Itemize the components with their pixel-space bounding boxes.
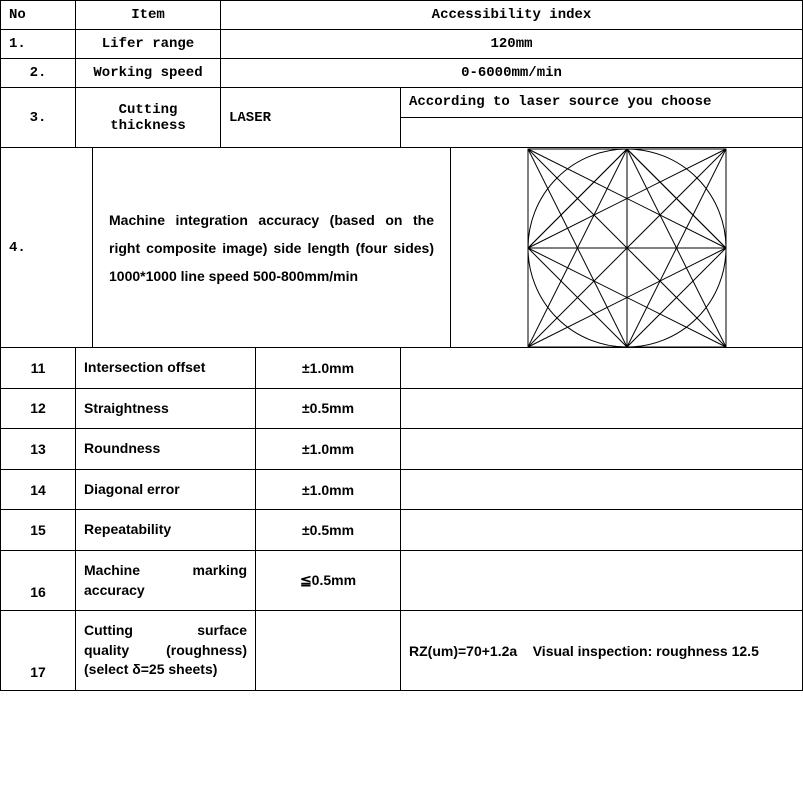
r1-item: Lifer range	[76, 30, 221, 58]
r16-rest	[401, 551, 802, 610]
r14-val: ±1.0mm	[256, 470, 401, 510]
r16-item-l2: marking	[193, 561, 247, 581]
r2-item: Working speed	[76, 59, 221, 87]
r11-item: Intersection offset	[76, 348, 256, 388]
r17-no: 17	[1, 611, 76, 690]
r17-val-empty	[256, 611, 401, 690]
r13-val: ±1.0mm	[256, 429, 401, 469]
row-15: 15 Repeatability ±0.5mm	[1, 510, 802, 551]
r3-item: Cutting thickness	[76, 88, 221, 147]
row-1: 1. Lifer range 120mm	[1, 30, 802, 59]
r15-val: ±0.5mm	[256, 510, 401, 550]
r15-item: Repeatability	[76, 510, 256, 550]
header-no: No	[1, 1, 76, 29]
r4-no: 4.	[1, 148, 93, 347]
r3-mid: LASER	[221, 88, 401, 147]
r17-item-l1: Cutting	[84, 621, 133, 641]
r15-rest	[401, 510, 802, 550]
r16-item-l3: accuracy	[84, 581, 247, 601]
r4-left: Machine integration accuracy (based on t…	[93, 148, 451, 347]
r12-item: Straightness	[76, 389, 256, 429]
r3-right: According to laser source you choose	[401, 88, 802, 147]
r11-val: ±1.0mm	[256, 348, 401, 388]
row-14: 14 Diagonal error ±1.0mm	[1, 470, 802, 511]
r17-item-l4: (roughness)	[166, 641, 247, 661]
r1-no: 1.	[1, 30, 76, 58]
r17-item: Cutting surface quality (roughness) (sel…	[76, 611, 256, 690]
r4-desc: Machine integration accuracy (based on t…	[109, 206, 434, 290]
row-11: 11 Intersection offset ±1.0mm	[1, 348, 802, 389]
r14-item: Diagonal error	[76, 470, 256, 510]
r16-item: Machine marking accuracy	[76, 551, 256, 610]
row-16: 16 Machine marking accuracy ≦0.5mm	[1, 551, 802, 611]
r16-val: ≦0.5mm	[256, 551, 401, 610]
header-item: Item	[76, 1, 221, 29]
r2-no: 2.	[1, 59, 76, 87]
r13-no: 13	[1, 429, 76, 469]
header-index: Accessibility index	[221, 1, 802, 29]
r13-item: Roundness	[76, 429, 256, 469]
row-13: 13 Roundness ±1.0mm	[1, 429, 802, 470]
r14-no: 14	[1, 470, 76, 510]
spec-table: No Item Accessibility index 1. Lifer ran…	[0, 0, 803, 691]
r12-rest	[401, 389, 802, 429]
header-row: No Item Accessibility index	[1, 1, 802, 30]
row-12: 12 Straightness ±0.5mm	[1, 389, 802, 430]
r3-no: 3.	[1, 88, 76, 147]
r3-right-empty	[401, 118, 802, 147]
r15-no: 15	[1, 510, 76, 550]
r16-no: 16	[1, 551, 76, 610]
r17-item-l5: (select δ=25 sheets)	[84, 660, 247, 680]
r11-no: 11	[1, 348, 76, 388]
row-17: 17 Cutting surface quality (roughness) (…	[1, 611, 802, 690]
r16-item-l1: Machine	[84, 561, 140, 581]
row-4: 4. Machine integration accuracy (based o…	[1, 148, 802, 348]
r3-item-l1: Cutting	[119, 102, 178, 118]
r4-diagram-cell	[451, 148, 802, 347]
r14-rest	[401, 470, 802, 510]
r17-item-l3: quality	[84, 641, 129, 661]
r17-item-l2: surface	[197, 621, 247, 641]
row-3: 3. Cutting thickness LASER According to …	[1, 88, 802, 148]
r13-rest	[401, 429, 802, 469]
composite-diagram-icon	[527, 148, 727, 348]
r17-right: RZ(um)=70+1.2a Visual inspection: roughn…	[401, 611, 802, 690]
r3-item-l2: thickness	[110, 118, 186, 134]
r11-rest	[401, 348, 802, 388]
r12-no: 12	[1, 389, 76, 429]
r12-val: ±0.5mm	[256, 389, 401, 429]
r2-value: 0-6000mm/min	[221, 59, 802, 87]
r3-right-text: According to laser source you choose	[401, 88, 802, 118]
r1-value: 120mm	[221, 30, 802, 58]
row-2: 2. Working speed 0-6000mm/min	[1, 59, 802, 88]
